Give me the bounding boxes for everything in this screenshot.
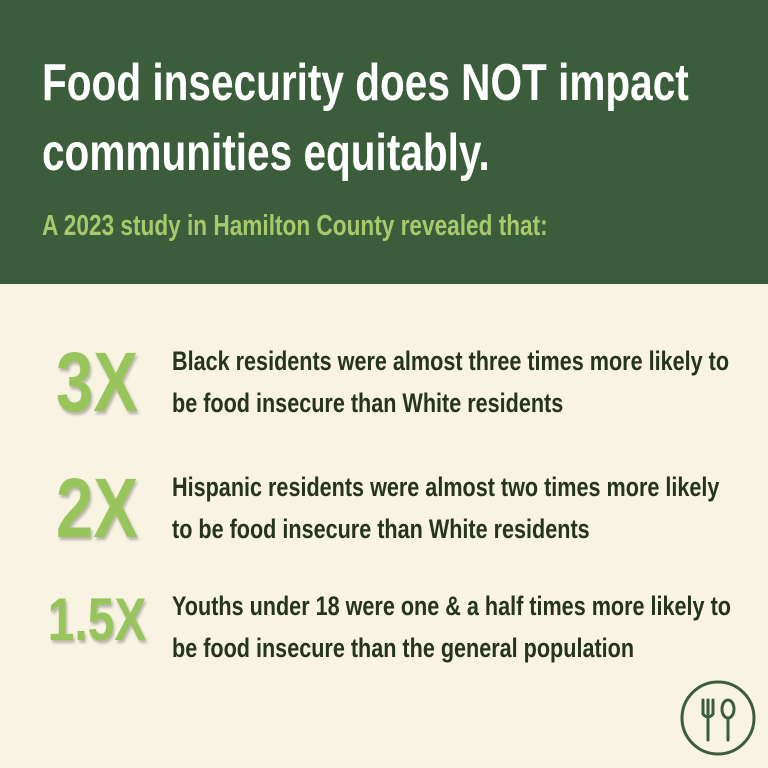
stat-figure: 1.5X — [47, 586, 147, 653]
stat-text: Black residents were almost three times … — [172, 346, 730, 418]
food-icon — [680, 680, 756, 756]
stat-figure: 3X — [55, 335, 139, 429]
stat-text: Youths under 18 were one & a half times … — [172, 591, 731, 663]
header: Food insecurity does NOT impact communit… — [0, 0, 768, 284]
stat-text: Hispanic residents were almost two times… — [172, 472, 720, 544]
stat-figure: 2X — [55, 461, 139, 555]
subtitle: A 2023 study in Hamilton County revealed… — [42, 210, 548, 242]
title: Food insecurity does NOT impact communit… — [42, 54, 689, 182]
